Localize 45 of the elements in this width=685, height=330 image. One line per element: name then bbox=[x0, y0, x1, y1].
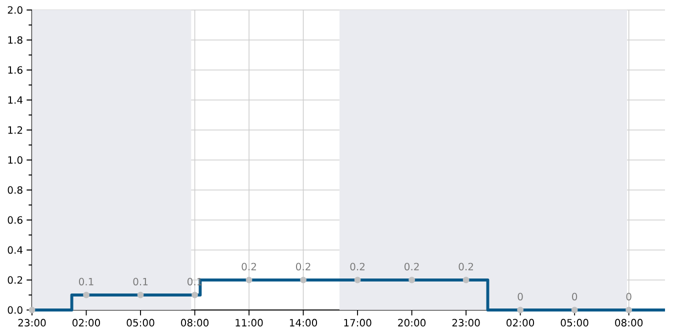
x-tick-label: 23:00 bbox=[452, 318, 480, 326]
point bbox=[83, 292, 90, 298]
data-label: 0 bbox=[518, 292, 523, 300]
data-label: 0.2 bbox=[458, 262, 473, 270]
x-tick-label: 02:00 bbox=[72, 318, 100, 326]
y-tick-label: 1.4 bbox=[8, 96, 22, 104]
point bbox=[462, 276, 470, 284]
data-label: 0.1 bbox=[133, 278, 148, 286]
data-label: 0.2 bbox=[296, 262, 310, 270]
y-tick-label: 0.6 bbox=[8, 216, 22, 224]
point bbox=[192, 292, 198, 298]
point bbox=[517, 306, 524, 314]
y-tick-label: 1.6 bbox=[8, 66, 22, 74]
x-tick-label: 08:00 bbox=[615, 318, 643, 326]
x-tick-label: 08:00 bbox=[181, 318, 209, 326]
data-label: 0 bbox=[626, 292, 632, 300]
point bbox=[246, 276, 252, 284]
x-tick-label: 20:00 bbox=[398, 318, 426, 326]
x-tick-label: 05:00 bbox=[126, 318, 154, 326]
x-tick-label: 05:00 bbox=[560, 318, 588, 326]
y-tick-label: 0.2 bbox=[8, 276, 22, 284]
y-tick-label: 1.2 bbox=[8, 126, 22, 134]
y-tick-label: 0.8 bbox=[8, 186, 22, 194]
point bbox=[626, 306, 632, 314]
x-tick-label: 17:00 bbox=[344, 318, 372, 326]
y-tick-label: 1.8 bbox=[8, 36, 22, 44]
x-tick-label: 02:00 bbox=[506, 318, 534, 326]
y-tick-label: 1.0 bbox=[8, 156, 22, 164]
point bbox=[408, 276, 416, 284]
point bbox=[28, 306, 36, 314]
point bbox=[571, 306, 578, 314]
y-tick-label: 0.0 bbox=[8, 306, 22, 314]
data-label: 0 bbox=[572, 292, 578, 300]
point bbox=[300, 276, 306, 284]
y-tick-label: 2.0 bbox=[8, 6, 22, 14]
x-tick-label: 11:00 bbox=[236, 318, 263, 326]
x-tick-label: 23:00 bbox=[18, 318, 46, 326]
data-label: 0.2 bbox=[350, 262, 364, 270]
x-tick-label: 14:00 bbox=[290, 318, 318, 326]
point bbox=[137, 292, 144, 298]
data-label: 0.2 bbox=[404, 262, 419, 270]
point bbox=[354, 276, 361, 284]
data-label: 0.1 bbox=[78, 278, 94, 286]
y-tick-label: 0.4 bbox=[8, 246, 22, 254]
data-label: 0.2 bbox=[242, 262, 256, 270]
